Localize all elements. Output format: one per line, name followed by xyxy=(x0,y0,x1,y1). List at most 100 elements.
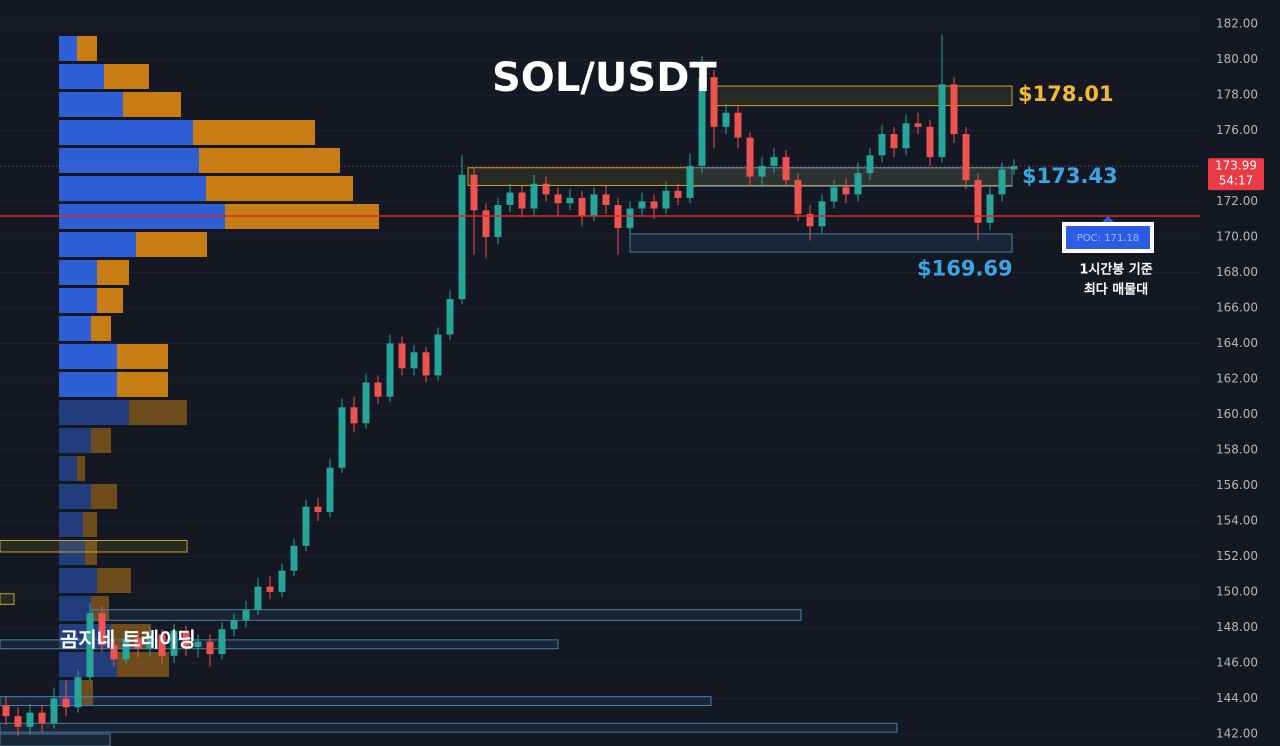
candle-body xyxy=(290,545,298,571)
candle-body xyxy=(722,112,730,127)
y-tick-label: 166.00 xyxy=(1216,300,1258,314)
candle-body xyxy=(194,641,202,647)
candle-body xyxy=(338,407,346,468)
candle-body xyxy=(626,208,634,229)
profile-buy xyxy=(59,176,206,201)
candle-body xyxy=(578,197,586,216)
candle-body xyxy=(206,641,214,655)
candle-body xyxy=(986,194,994,223)
candle-body xyxy=(698,77,706,166)
candle-body xyxy=(770,157,778,166)
y-tick-label: 152.00 xyxy=(1216,549,1258,563)
profile-buy xyxy=(59,428,91,453)
candle-body xyxy=(746,137,754,177)
zone xyxy=(0,539,188,553)
profile-buy xyxy=(59,344,117,369)
y-tick-label: 176.00 xyxy=(1216,123,1258,137)
candle-body xyxy=(434,334,442,376)
profile-buy xyxy=(59,120,193,145)
candle-body xyxy=(650,201,658,209)
candle-body xyxy=(590,194,598,216)
candle-body xyxy=(902,123,910,149)
note: 1시간봉 기준 xyxy=(1079,262,1152,278)
y-tick-label: 146.00 xyxy=(1216,655,1258,669)
candle-body xyxy=(542,183,550,195)
zone xyxy=(711,85,1013,107)
candle-body xyxy=(566,197,574,204)
candle-body xyxy=(602,194,610,206)
profile-sell xyxy=(117,344,168,369)
profile-buy xyxy=(59,400,129,425)
profile-sell xyxy=(199,148,340,173)
y-tick-label: 170.00 xyxy=(1216,229,1258,243)
countdown: 54:17 xyxy=(1219,174,1254,188)
candle-body xyxy=(254,586,262,610)
candle-body xyxy=(278,570,286,592)
level-label: $173.43 xyxy=(1022,164,1118,188)
candle-body xyxy=(14,716,22,727)
profile-buy xyxy=(59,64,104,89)
candle-body xyxy=(518,192,526,209)
candle-body xyxy=(422,352,430,376)
candle-body xyxy=(158,634,166,656)
candle-body xyxy=(446,299,454,335)
candle-body xyxy=(974,180,982,223)
profile-buy xyxy=(59,484,91,509)
profile-buy xyxy=(59,148,199,173)
candle-body xyxy=(362,382,370,424)
chart-title: SOL/USDT xyxy=(492,55,717,101)
candle-body xyxy=(674,190,682,198)
candle-body xyxy=(62,698,70,708)
candle-body xyxy=(962,134,970,181)
candle-body xyxy=(26,712,34,727)
profile-buy xyxy=(59,232,136,257)
y-tick-label: 144.00 xyxy=(1216,691,1258,705)
profile-buy xyxy=(59,260,97,285)
candle-body xyxy=(878,134,886,156)
brand: 곰지네 트레이딩 xyxy=(60,628,196,652)
profile-buy xyxy=(59,372,117,397)
candle-body xyxy=(1010,166,1018,170)
profile-buy xyxy=(59,512,83,537)
candle-body xyxy=(410,352,418,369)
zone xyxy=(0,722,898,733)
y-tick-label: 172.00 xyxy=(1216,194,1258,208)
profile-sell xyxy=(97,568,131,593)
candle-body xyxy=(110,645,118,660)
candle-body xyxy=(2,705,10,717)
candle-body xyxy=(386,343,394,397)
poc-label: POC: 171.18 xyxy=(1077,233,1139,244)
candle-body xyxy=(866,155,874,174)
profile-buy xyxy=(59,568,97,593)
candle-body xyxy=(266,586,274,592)
y-tick-label: 178.00 xyxy=(1216,87,1258,101)
candle-body xyxy=(470,174,478,211)
profile-sell xyxy=(91,316,111,341)
profile-sell xyxy=(193,120,315,145)
poc-box-inner xyxy=(1066,226,1150,249)
profile-sell xyxy=(206,176,353,201)
candle-body xyxy=(302,506,310,546)
profile-buy xyxy=(59,456,77,481)
y-tick-label: 150.00 xyxy=(1216,584,1258,598)
last-price-box xyxy=(1208,158,1264,191)
profile-sell xyxy=(97,260,129,285)
y-tick-label: 158.00 xyxy=(1216,442,1258,456)
candle-body xyxy=(350,407,358,424)
y-tick-label: 180.00 xyxy=(1216,52,1258,66)
profile-sell xyxy=(91,484,117,509)
candle-body xyxy=(794,180,802,214)
candle-body xyxy=(74,677,82,708)
profile-sell xyxy=(111,624,151,649)
zone xyxy=(0,593,15,605)
candle-body xyxy=(50,698,58,724)
zone xyxy=(629,233,1013,253)
candle-body xyxy=(926,126,934,158)
candle-body xyxy=(758,165,766,177)
zone xyxy=(91,609,802,621)
candle-body xyxy=(98,613,106,646)
profile-buy xyxy=(59,92,123,117)
candle-body xyxy=(218,629,226,655)
candle-body xyxy=(854,173,862,195)
